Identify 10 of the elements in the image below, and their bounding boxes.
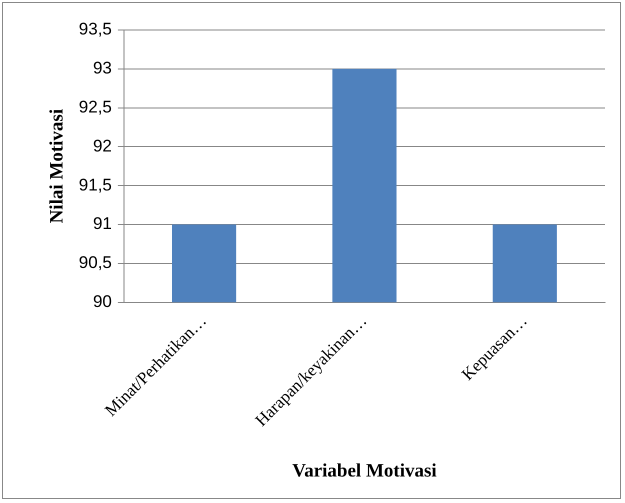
y-tick-label: 93 <box>92 58 112 78</box>
y-axis-title: Nilai Motivasi <box>46 108 68 224</box>
y-tick-label: 91,5 <box>78 175 112 194</box>
y-tick-label: 90,5 <box>78 253 112 272</box>
y-tick-label: 90 <box>92 292 112 311</box>
x-axis-title: Variabel Motivasi <box>292 460 437 482</box>
y-tick-label: 93,5 <box>78 20 112 39</box>
y-tick-label: 91 <box>92 214 112 234</box>
y-tick-label: 92,5 <box>78 97 112 116</box>
y-tick-label: 92 <box>92 136 112 156</box>
